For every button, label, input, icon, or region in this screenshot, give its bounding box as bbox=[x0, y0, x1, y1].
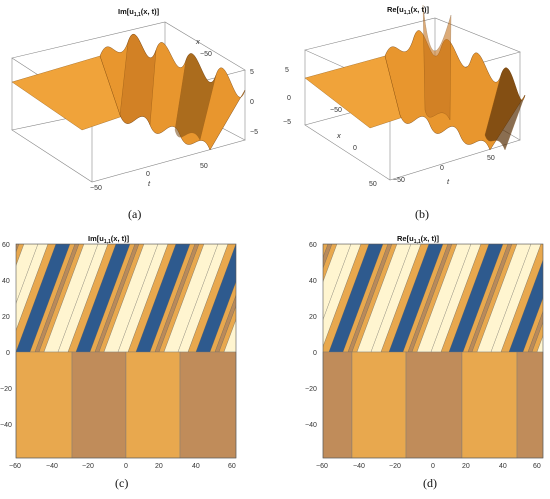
panel-a-title: Im[u1,1(x, t)] bbox=[118, 7, 160, 18]
panel-c-x-ticks: −60 −40 −20 0 20 40 60 bbox=[9, 463, 236, 470]
svg-text:−40: −40 bbox=[305, 422, 317, 429]
contour-band bbox=[0, 244, 10, 352]
panel-c-y-ticks: 60 40 20 0 −20 −40 bbox=[0, 242, 12, 429]
contour-band bbox=[275, 244, 301, 352]
panel-d-title: Re[u1,1(x, t)] bbox=[397, 234, 439, 245]
panel-b-surface-plot: Re[u1,1(x, t)] 5 0 −5 −50 0 50 50 0 −50 … bbox=[275, 0, 550, 221]
contour-band bbox=[323, 244, 329, 258]
contour-band bbox=[275, 244, 291, 352]
svg-text:0: 0 bbox=[313, 350, 317, 357]
svg-text:60: 60 bbox=[533, 463, 541, 470]
svg-text:−50: −50 bbox=[200, 51, 212, 58]
panel-d-y-ticks: 60 40 20 0 −20 −40 bbox=[305, 242, 317, 429]
svg-text:60: 60 bbox=[228, 463, 236, 470]
svg-text:0: 0 bbox=[146, 171, 150, 178]
svg-text:50: 50 bbox=[487, 155, 495, 162]
svg-text:5: 5 bbox=[250, 69, 254, 76]
svg-text:40: 40 bbox=[499, 463, 507, 470]
svg-text:−20: −20 bbox=[305, 386, 317, 393]
panel-d-caption: (d) bbox=[423, 476, 437, 490]
panel-c-title: Im[u1,1(x, t)] bbox=[88, 234, 130, 245]
contour-lower-region bbox=[322, 351, 544, 459]
svg-text:20: 20 bbox=[309, 314, 317, 321]
svg-text:−20: −20 bbox=[82, 463, 94, 470]
svg-text:5: 5 bbox=[285, 67, 289, 74]
svg-text:60: 60 bbox=[309, 242, 317, 249]
svg-text:40: 40 bbox=[309, 278, 317, 285]
svg-text:0: 0 bbox=[250, 99, 254, 106]
svg-text:0: 0 bbox=[287, 95, 291, 102]
svg-text:x: x bbox=[195, 37, 200, 46]
contour-band bbox=[238, 244, 275, 352]
svg-text:−40: −40 bbox=[353, 463, 365, 470]
contour-lower-region bbox=[15, 351, 237, 459]
svg-text:20: 20 bbox=[155, 463, 163, 470]
svg-text:40: 40 bbox=[2, 278, 10, 285]
panel-a-surface-plot: Im[u1,1(x, t)] 5 0 −5 50 0 −50 −50 x t (… bbox=[0, 0, 275, 221]
svg-text:60: 60 bbox=[2, 242, 10, 249]
svg-text:−50: −50 bbox=[393, 177, 405, 184]
svg-text:t: t bbox=[447, 177, 450, 186]
svg-text:−5: −5 bbox=[283, 119, 291, 126]
svg-text:t: t bbox=[148, 179, 151, 188]
contour-band bbox=[248, 244, 275, 352]
panel-b-caption: (b) bbox=[415, 207, 429, 221]
svg-text:20: 20 bbox=[2, 314, 10, 321]
contour-band bbox=[323, 244, 324, 245]
svg-text:−20: −20 bbox=[0, 386, 12, 393]
panel-c-caption: (c) bbox=[115, 476, 129, 490]
contour-band bbox=[0, 244, 15, 352]
svg-text:−20: −20 bbox=[389, 463, 401, 470]
svg-text:20: 20 bbox=[462, 463, 470, 470]
contour-upper-region bbox=[275, 244, 543, 353]
panel-b-title: Re[u1,1(x, t)] bbox=[387, 5, 429, 16]
contour-band bbox=[256, 244, 275, 352]
svg-text:−60: −60 bbox=[316, 463, 328, 470]
svg-text:50: 50 bbox=[369, 181, 377, 188]
svg-text:−5: −5 bbox=[250, 129, 258, 136]
svg-text:−50: −50 bbox=[330, 107, 342, 114]
panel-d-x-ticks: −60 −40 −20 0 20 40 60 bbox=[316, 463, 541, 470]
contour-upper-region bbox=[0, 244, 275, 353]
panel-c-contour-plot: Im[u1,1(x, t)] 60 40 20 0 −20 −40 −60 −4… bbox=[0, 232, 275, 494]
panel-a-caption: (a) bbox=[128, 207, 142, 221]
svg-text:0: 0 bbox=[440, 165, 444, 172]
svg-text:40: 40 bbox=[192, 463, 200, 470]
svg-text:x: x bbox=[336, 131, 341, 140]
contour-band bbox=[536, 335, 543, 353]
surface-waves bbox=[384, 4, 526, 151]
contour-band bbox=[275, 244, 277, 352]
svg-text:0: 0 bbox=[431, 463, 435, 470]
surface-waves bbox=[99, 34, 246, 151]
svg-text:50: 50 bbox=[200, 163, 208, 170]
svg-text:−40: −40 bbox=[0, 422, 12, 429]
svg-text:0: 0 bbox=[353, 145, 357, 152]
svg-text:0: 0 bbox=[6, 350, 10, 357]
contour-band bbox=[275, 244, 309, 352]
panel-d-contour-plot: Re[u1,1(x, t)] 60 40 20 0 −20 −40 −60 −4… bbox=[275, 232, 550, 494]
svg-text:−50: −50 bbox=[90, 185, 102, 192]
svg-text:−40: −40 bbox=[46, 463, 58, 470]
svg-text:−60: −60 bbox=[9, 463, 21, 470]
svg-text:0: 0 bbox=[124, 463, 128, 470]
